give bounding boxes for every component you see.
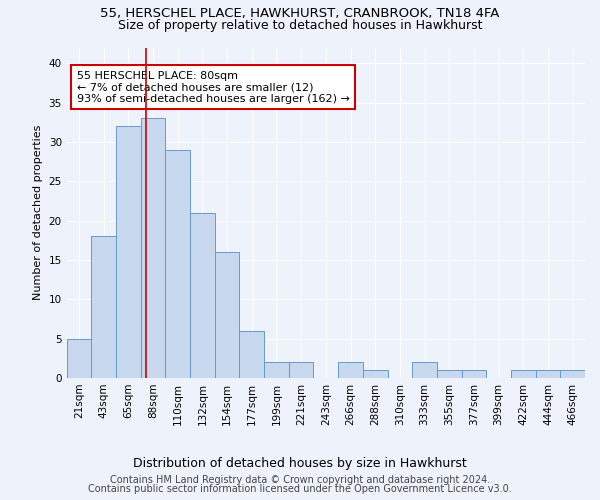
Bar [190, 213, 215, 378]
Bar [560, 370, 585, 378]
Bar [511, 370, 536, 378]
Text: 55 HERSCHEL PLACE: 80sqm
← 7% of detached houses are smaller (12)
93% of semi-de: 55 HERSCHEL PLACE: 80sqm ← 7% of detache… [77, 70, 350, 104]
Bar [412, 362, 437, 378]
Text: Contains public sector information licensed under the Open Government Licence v3: Contains public sector information licen… [88, 484, 512, 494]
Text: 55, HERSCHEL PLACE, HAWKHURST, CRANBROOK, TN18 4FA: 55, HERSCHEL PLACE, HAWKHURST, CRANBROOK… [100, 8, 500, 20]
Bar [166, 150, 190, 378]
Y-axis label: Number of detached properties: Number of detached properties [33, 125, 43, 300]
Bar [67, 338, 91, 378]
Bar [239, 331, 264, 378]
Text: Contains HM Land Registry data © Crown copyright and database right 2024.: Contains HM Land Registry data © Crown c… [110, 475, 490, 485]
Bar [289, 362, 313, 378]
Bar [363, 370, 388, 378]
Bar [215, 252, 239, 378]
Bar [141, 118, 166, 378]
Text: Distribution of detached houses by size in Hawkhurst: Distribution of detached houses by size … [133, 458, 467, 470]
Bar [116, 126, 141, 378]
Bar [91, 236, 116, 378]
Bar [338, 362, 363, 378]
Bar [536, 370, 560, 378]
Text: Size of property relative to detached houses in Hawkhurst: Size of property relative to detached ho… [118, 18, 482, 32]
Bar [264, 362, 289, 378]
Bar [461, 370, 486, 378]
Bar [437, 370, 461, 378]
